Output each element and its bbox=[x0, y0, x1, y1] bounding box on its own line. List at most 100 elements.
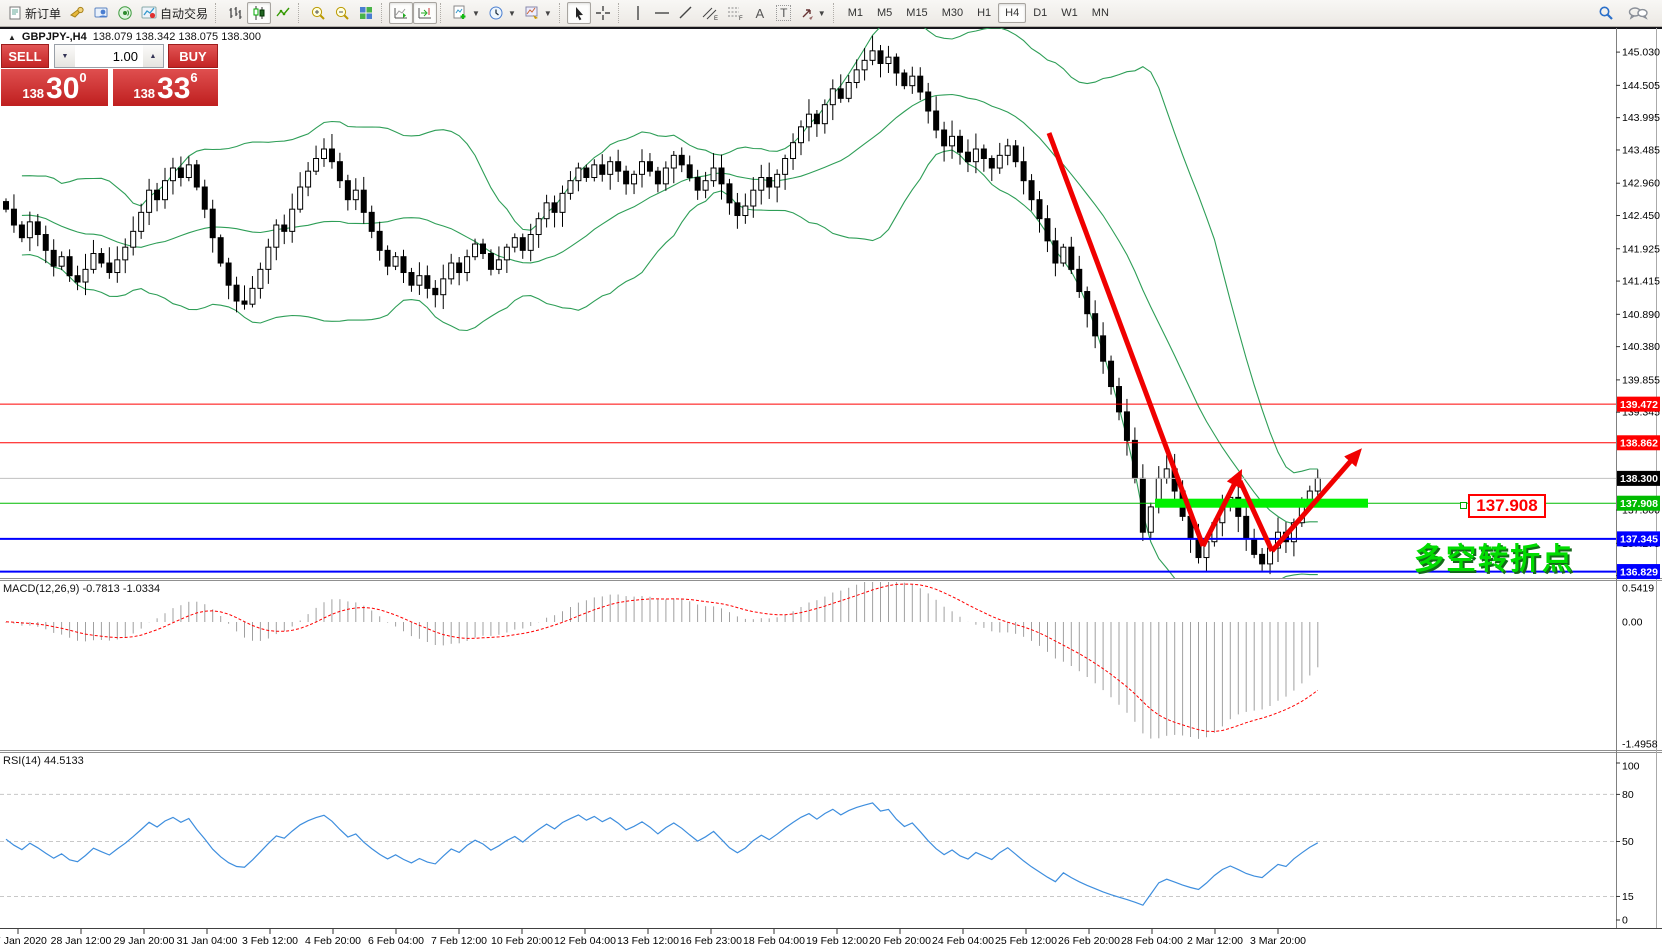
macd-indicator-label: MACD(12,26,9) -0.7813 -1.0334 bbox=[3, 583, 161, 595]
vertical-line-button[interactable] bbox=[626, 2, 650, 24]
toolbar-separator bbox=[617, 3, 623, 23]
svg-text:136.829: 136.829 bbox=[1620, 566, 1658, 578]
svg-text:24 Feb 04:00: 24 Feb 04:00 bbox=[932, 935, 994, 947]
templates-button[interactable]: ▼ bbox=[520, 2, 556, 24]
toolbar-separator bbox=[832, 3, 838, 23]
chat-button[interactable] bbox=[1624, 2, 1652, 24]
svg-text:29 Jan 20:00: 29 Jan 20:00 bbox=[114, 935, 175, 947]
dropdown-arrow-icon: ▼ bbox=[817, 8, 826, 18]
fibonacci-button[interactable]: F bbox=[723, 2, 748, 24]
bid-price-box[interactable]: 138 30 0 bbox=[1, 69, 108, 106]
svg-text:145.030: 145.030 bbox=[1622, 47, 1660, 59]
publisher-icon bbox=[94, 7, 108, 18]
rsi-layer bbox=[5, 802, 1319, 906]
price-badge: 139.472 bbox=[1617, 396, 1660, 412]
new-order-button[interactable]: 新订单 bbox=[4, 2, 65, 24]
svg-text:3 Mar 20:00: 3 Mar 20:00 bbox=[1250, 935, 1306, 947]
shapes-button[interactable]: ▼ bbox=[796, 2, 830, 24]
svg-text:25 Feb 12:00: 25 Feb 12:00 bbox=[995, 935, 1057, 947]
auto-trading-button[interactable]: 自动交易 bbox=[137, 2, 212, 24]
periods-button[interactable]: ▼ bbox=[484, 2, 520, 24]
ohlc-readout: 138.079 138.342 138.075 138.300 bbox=[92, 31, 261, 43]
turning-point-annotation[interactable]: 多空转折点 bbox=[1414, 543, 1574, 576]
trendline-icon bbox=[679, 6, 692, 19]
timeframe-group: M1 M5 M15 M30 H1 H4 D1 W1 MN bbox=[841, 3, 1116, 23]
timeframe-M1[interactable]: M1 bbox=[847, 7, 863, 19]
volume-input[interactable] bbox=[75, 45, 143, 67]
svg-text:15: 15 bbox=[1622, 891, 1634, 903]
one-click-collapse-icon[interactable]: ▲ bbox=[8, 32, 16, 42]
price-plot-layer bbox=[3, 28, 1321, 578]
price-callout-box[interactable]: 137.908 bbox=[1468, 494, 1546, 518]
templates-icon bbox=[525, 6, 538, 19]
support-band[interactable] bbox=[1155, 498, 1368, 508]
svg-text:138.862: 138.862 bbox=[1620, 438, 1658, 450]
chart-title: ▲ GBPJPY-,H4 138.079 138.342 138.075 138… bbox=[8, 31, 261, 43]
timeframe-D1[interactable]: D1 bbox=[1033, 7, 1048, 19]
horizontal-line-button[interactable] bbox=[650, 2, 674, 24]
bar-chart-button[interactable] bbox=[223, 2, 247, 24]
svg-text:7 Feb 12:00: 7 Feb 12:00 bbox=[431, 935, 487, 947]
candlestick-button[interactable] bbox=[247, 2, 272, 24]
trendline-button[interactable] bbox=[674, 2, 698, 24]
svg-text:0.5419: 0.5419 bbox=[1622, 583, 1654, 595]
trumpet-button[interactable] bbox=[65, 2, 89, 24]
text-label-button[interactable]: T bbox=[772, 2, 796, 24]
svg-text:-1.4958: -1.4958 bbox=[1622, 739, 1658, 751]
svg-text:27 Jan 2020: 27 Jan 2020 bbox=[0, 935, 47, 947]
timeframe-M5[interactable]: M5 bbox=[877, 7, 893, 19]
macd-layer bbox=[5, 582, 1319, 739]
zoom-in-icon bbox=[311, 6, 325, 20]
buy-button[interactable]: BUY bbox=[168, 44, 218, 68]
chart-shift-button[interactable] bbox=[413, 2, 438, 24]
indicators-button[interactable]: ▼ bbox=[448, 2, 484, 24]
tile-windows-button[interactable] bbox=[354, 2, 378, 24]
dropdown-arrow-icon: ▼ bbox=[472, 8, 480, 18]
trend-arrows-layer[interactable] bbox=[1046, 132, 1362, 553]
crosshair-button[interactable] bbox=[591, 2, 615, 24]
svg-text:18 Feb 04:00: 18 Feb 04:00 bbox=[743, 935, 805, 947]
toolbar-separator bbox=[558, 3, 564, 23]
price-axis: 145.030 144.505 143.995 143.485 142.960 142.4… bbox=[1616, 47, 1660, 582]
text-button[interactable]: A bbox=[748, 2, 772, 24]
ask-price-box[interactable]: 138 33 6 bbox=[113, 69, 218, 106]
svg-text:139.855: 139.855 bbox=[1622, 374, 1660, 386]
timeframe-H1[interactable]: H1 bbox=[977, 7, 992, 19]
signals-button[interactable] bbox=[113, 2, 137, 24]
dropdown-arrow-icon: ▼ bbox=[543, 8, 552, 18]
price-badge: 137.908 bbox=[1617, 495, 1660, 511]
auto-scroll-button[interactable] bbox=[389, 2, 414, 24]
svg-text:144.505: 144.505 bbox=[1622, 80, 1660, 92]
zoom-out-button[interactable] bbox=[330, 2, 354, 24]
search-button[interactable] bbox=[1594, 2, 1618, 24]
volume-decrease-button[interactable]: ▼ bbox=[55, 45, 75, 67]
toolbar-right-group bbox=[1594, 2, 1658, 24]
svg-text:142.450: 142.450 bbox=[1622, 210, 1660, 222]
svg-text:10 Feb 20:00: 10 Feb 20:00 bbox=[491, 935, 553, 947]
zoom-in-button[interactable] bbox=[306, 2, 330, 24]
svg-text:100: 100 bbox=[1622, 761, 1640, 773]
ask-big: 33 bbox=[157, 72, 191, 105]
timeframe-M15[interactable]: M15 bbox=[906, 7, 928, 19]
crosshair-icon bbox=[595, 6, 610, 20]
publisher-button[interactable] bbox=[89, 2, 113, 24]
line-chart-button[interactable] bbox=[271, 2, 295, 24]
signals-icon bbox=[118, 6, 132, 20]
callout-anchor-handle[interactable] bbox=[1460, 502, 1467, 509]
cursor-button[interactable] bbox=[566, 2, 591, 24]
channel-button[interactable]: E bbox=[698, 2, 723, 24]
timeframe-MN[interactable]: MN bbox=[1091, 7, 1109, 19]
sell-button[interactable]: SELL bbox=[1, 44, 49, 68]
volume-increase-button[interactable]: ▲ bbox=[143, 45, 163, 67]
price-badge: 136.829 bbox=[1617, 564, 1660, 580]
timeframe-H4[interactable]: H4 bbox=[998, 3, 1027, 23]
bid-sup: 0 bbox=[79, 70, 87, 85]
svg-text:28 Feb 04:00: 28 Feb 04:00 bbox=[1121, 935, 1183, 947]
shapes-arrow-icon bbox=[802, 9, 813, 20]
timeframe-M30[interactable]: M30 bbox=[941, 7, 964, 19]
svg-text:20 Feb 20:00: 20 Feb 20:00 bbox=[869, 935, 931, 947]
timeframe-W1[interactable]: W1 bbox=[1061, 7, 1078, 19]
